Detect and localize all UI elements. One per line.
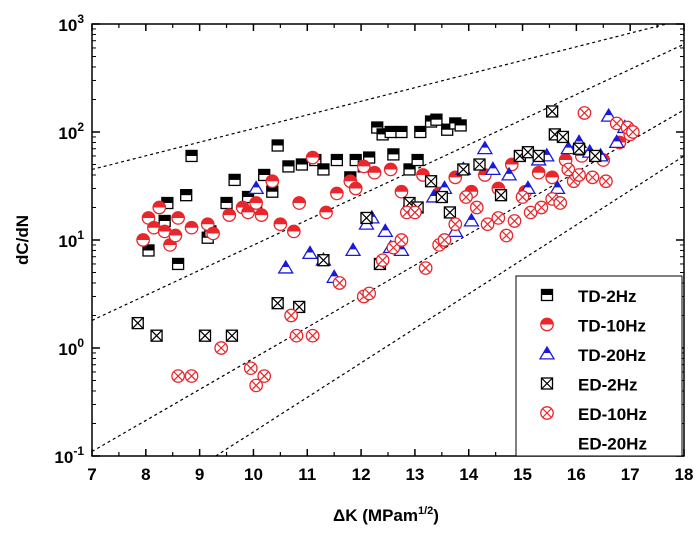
data-point-fill: [412, 155, 423, 161]
y-tick-exponent: 1: [77, 228, 84, 242]
data-point-fill: [259, 169, 270, 175]
y-tick-exponent: -1: [73, 444, 84, 458]
legend-label: ED-10Hz: [578, 405, 647, 424]
y-tick-base: 10: [58, 16, 77, 35]
x-axis-title-exponent: 1/2: [418, 505, 433, 517]
legend-marker-fill: [542, 290, 553, 296]
x-tick-label: 7: [87, 465, 96, 484]
legend: TD-2Hz TD-10Hz TD-20Hz ED-2Hz ED-10Hz ED-20Hz: [516, 276, 682, 456]
y-tick-label: 100: [58, 336, 84, 359]
data-point-fill: [272, 140, 283, 146]
x-tick-label: 13: [405, 465, 424, 484]
y-tick-base: 10: [54, 448, 73, 467]
x-tick-label: 18: [675, 465, 694, 484]
y-tick-exponent: 2: [77, 120, 84, 134]
y-tick-exponent: 0: [77, 336, 84, 350]
data-point-fill: [159, 215, 170, 221]
y-tick-label: 10-1: [54, 444, 84, 467]
legend-label: TD-2Hz: [578, 287, 637, 306]
legend-label: TD-20Hz: [578, 346, 646, 365]
reference-line-1: [92, 20, 684, 170]
x-tick-label: 12: [352, 465, 371, 484]
data-point-fill: [318, 164, 329, 170]
y-tick-label: 101: [58, 228, 84, 251]
data-point-fill: [229, 174, 240, 180]
data-point-fill: [364, 152, 375, 158]
x-axis-title-close: ): [433, 506, 439, 525]
data-point-fill: [186, 150, 197, 156]
data-point-fill: [385, 127, 396, 133]
y-tick-exponent: 3: [77, 12, 84, 26]
legend-label: ED-2Hz: [578, 376, 638, 395]
x-tick-label: 16: [567, 465, 586, 484]
data-point-fill: [221, 198, 232, 204]
legend-label: ED-20Hz: [578, 435, 647, 454]
x-tick-label: 15: [513, 465, 532, 484]
data-point-fill: [181, 190, 192, 196]
data-point-fill: [431, 114, 442, 120]
x-tick-label: 10: [244, 465, 263, 484]
data-point-fill: [350, 155, 361, 161]
y-axis-title: dC/dN: [13, 215, 32, 265]
y-tick-label: 103: [58, 12, 84, 35]
x-tick-label: 11: [298, 465, 316, 484]
x-tick-label: 9: [195, 465, 204, 484]
data-point-fill: [296, 159, 307, 165]
data-point-fill: [283, 161, 294, 167]
data-point-fill: [372, 122, 383, 128]
x-tick-label: 14: [459, 465, 478, 484]
data-point-fill: [388, 149, 399, 155]
series-td-2hz: [143, 114, 466, 269]
data-point-fill: [331, 155, 342, 161]
x-tick-label: 17: [621, 465, 640, 484]
data-point-fill: [396, 127, 407, 133]
y-tick-base: 10: [58, 340, 77, 359]
x-axis-title-main: ΔK (MPam: [333, 506, 418, 525]
legend-label: TD-10Hz: [578, 317, 646, 336]
x-tick-label: 8: [141, 465, 150, 484]
data-point-fill: [415, 127, 426, 133]
y-tick-label: 102: [58, 120, 84, 143]
x-axis-title: ΔK (MPam1/2): [333, 505, 439, 525]
data-point-fill: [455, 120, 466, 126]
y-tick-base: 10: [58, 124, 77, 143]
y-tick-base: 10: [58, 232, 77, 251]
data-point-fill: [173, 258, 184, 264]
